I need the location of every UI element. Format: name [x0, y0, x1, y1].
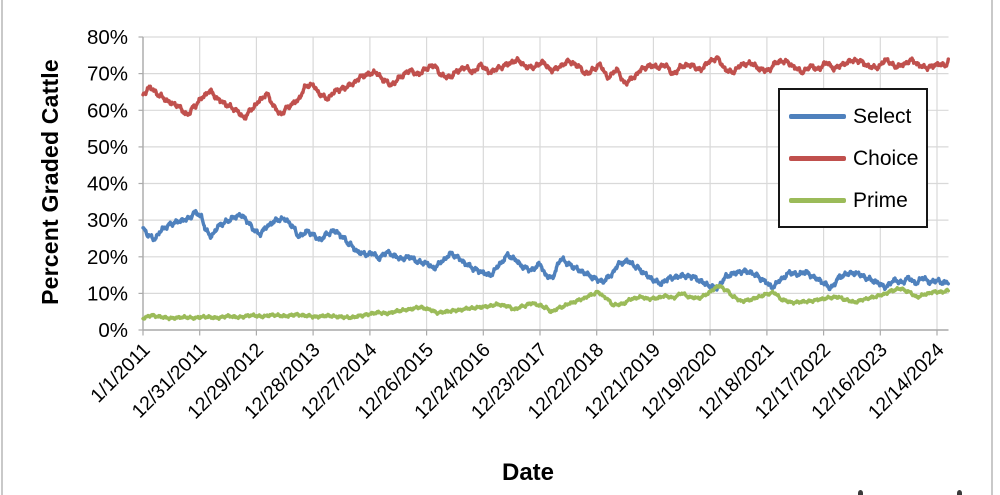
legend-label-choice: Choice [853, 146, 919, 170]
x-axis-title: Date [501, 459, 555, 486]
y-tick-label: 10% [87, 282, 128, 305]
y-tick-label: 40% [87, 173, 128, 196]
series-line-select [141, 208, 950, 292]
legend-item-choice: Choice [789, 148, 926, 169]
y-tick-label: 50% [87, 136, 128, 159]
y-tick-label: 80% [87, 26, 128, 49]
series-line-prime [141, 284, 950, 322]
y-tick-label: 0% [98, 319, 128, 342]
legend: Select Choice Prime [778, 88, 928, 228]
y-tick-label: 70% [87, 63, 128, 86]
y-axis-title: Percent Graded Cattle [37, 59, 63, 305]
y-tick-label: 20% [87, 246, 128, 269]
choice-line-swatch [789, 155, 846, 161]
legend-label-select: Select [853, 104, 912, 128]
page-right-border [991, 0, 993, 495]
cropped-text-fragment [957, 490, 962, 495]
select-line-swatch [789, 113, 846, 119]
legend-label-prime: Prime [853, 188, 908, 212]
page-left-border [1, 0, 3, 495]
y-tick-label: 30% [87, 209, 128, 232]
y-tick-label: 60% [87, 99, 128, 122]
legend-item-select: Select [789, 106, 926, 127]
prime-line-swatch [789, 197, 846, 203]
series-line-choice [141, 55, 950, 121]
cropped-text-fragment [858, 490, 863, 495]
legend-item-prime: Prime [789, 190, 926, 211]
